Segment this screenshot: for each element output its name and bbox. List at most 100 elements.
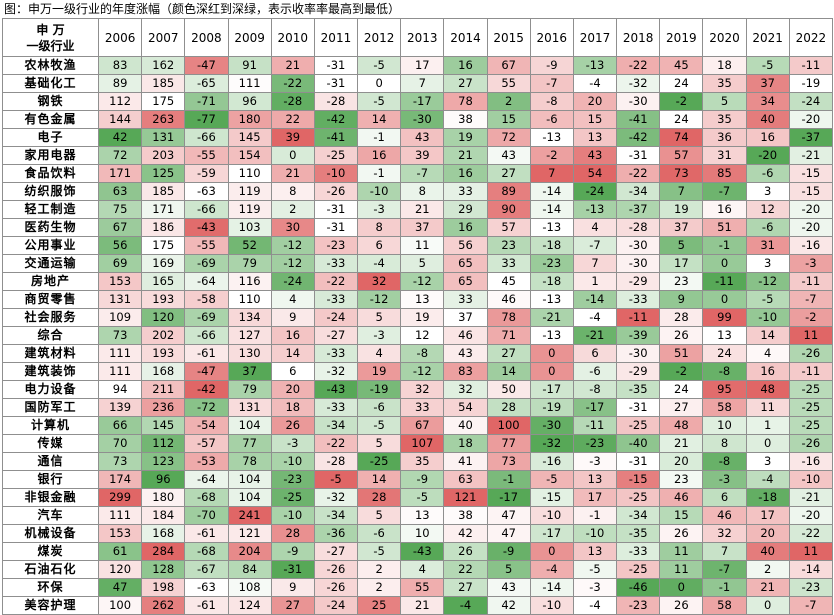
value-cell: 11 [659, 560, 704, 579]
value-cell: 51 [702, 218, 747, 237]
value-cell: 139 [97, 398, 143, 417]
value-cell: -6 [529, 110, 574, 129]
value-cell: -5 [529, 470, 574, 489]
value-cell: 6 [702, 488, 747, 507]
value-cell: 131 [97, 290, 143, 309]
value-cell: 6 [572, 344, 618, 363]
value-cell: 24 [702, 344, 747, 363]
value-cell: -30 [400, 110, 445, 129]
value-cell: 3 [745, 182, 790, 201]
value-cell: 27 [486, 164, 531, 183]
value-cell: -22 [616, 56, 661, 75]
value-cell: -10 [529, 596, 574, 615]
value-cell: -2 [529, 146, 574, 165]
value-cell: -5 [745, 56, 790, 75]
value-cell: 5 [357, 434, 402, 453]
value-cell: 13 [572, 128, 618, 147]
industry-name: 计算机 [2, 416, 99, 435]
value-cell: 35 [702, 110, 747, 129]
year-header-2018: 2018 [616, 18, 661, 57]
table-row: 计算机 66 145 -54 104 26 -34 -5 67 40 100 -30 -11 -25 48 1… [2, 416, 833, 435]
value-cell: 263 [141, 110, 186, 129]
value-cell: 56 [97, 236, 143, 255]
value-cell: -12 [745, 272, 790, 291]
industry-name: 公用事业 [2, 236, 99, 255]
year-header-2022: 2022 [788, 18, 833, 57]
value-cell: 36 [702, 128, 747, 147]
value-cell: 9 [270, 308, 315, 327]
value-cell: 26 [659, 524, 704, 543]
value-cell: 11 [659, 542, 704, 561]
value-cell: 2 [486, 92, 531, 111]
year-header-2006: 2006 [97, 18, 143, 57]
value-cell: -25 [616, 560, 661, 579]
value-cell: 31 [745, 236, 790, 255]
table-row: 机械设备 153 168 -61 121 28 -36 -6 10 42 47 -17 -10 -35 26… [2, 524, 833, 543]
value-cell: 63 [97, 182, 143, 201]
value-cell: 45 [659, 56, 704, 75]
value-cell: -13 [529, 290, 574, 309]
value-cell: -4 [745, 470, 790, 489]
value-cell: -11 [572, 416, 618, 435]
value-cell: -24 [313, 596, 359, 615]
header-row: 申 万一级行业 2006 2007 2008 2009 2010 2011 2012 2013… [2, 18, 833, 57]
value-cell: 85 [702, 164, 747, 183]
value-cell: -22 [788, 524, 833, 543]
value-cell: -25 [357, 452, 402, 471]
value-cell: -10 [745, 308, 790, 327]
value-cell: 16 [443, 56, 488, 75]
value-cell: 121 [443, 488, 488, 507]
value-cell: -8 [529, 92, 574, 111]
value-cell: -31 [616, 398, 661, 417]
value-cell: 57 [659, 146, 704, 165]
value-cell: -53 [184, 452, 229, 471]
industry-name: 纺织服饰 [2, 182, 99, 201]
industry-name: 煤炭 [2, 542, 99, 561]
value-cell: 175 [141, 236, 186, 255]
value-cell: 34 [745, 92, 790, 111]
table-row: 房地产 153 165 -64 116 -24 -22 32 -12 65 45 -18 1 -29 23-… [2, 272, 833, 291]
value-cell: -1 [486, 470, 531, 489]
value-cell: 79 [227, 254, 272, 273]
value-cell: -4 [529, 560, 574, 579]
table-row: 轻工制造 75 171 -66 119 2 -31 -3 21 29 90 -14 -13 -37 19 16… [2, 200, 833, 219]
value-cell: 22 [443, 560, 488, 579]
value-cell: -71 [184, 92, 229, 111]
value-cell: 5 [659, 236, 704, 255]
value-cell: 24 [659, 380, 704, 399]
value-cell: 119 [227, 182, 272, 201]
industry-name: 非银金融 [2, 488, 99, 507]
value-cell: 6 [270, 362, 315, 381]
value-cell: 14 [486, 362, 531, 381]
value-cell: 103 [227, 218, 272, 237]
value-cell: -15 [788, 182, 833, 201]
value-cell: 10 [400, 524, 445, 543]
value-cell: -41 [313, 128, 359, 147]
value-cell: -4 [443, 596, 488, 615]
value-cell: -12 [270, 254, 315, 273]
value-cell: 94 [97, 380, 143, 399]
value-cell: -26 [313, 182, 359, 201]
value-cell: 89 [97, 74, 143, 93]
value-cell: 130 [227, 344, 272, 363]
value-cell: 11 [745, 398, 790, 417]
value-cell: 37 [400, 218, 445, 237]
value-cell: -61 [184, 596, 229, 615]
value-cell: -64 [184, 272, 229, 291]
value-cell: -14 [572, 290, 618, 309]
value-cell: 0 [702, 254, 747, 273]
year-header-2011: 2011 [313, 18, 359, 57]
table-row: 汽车 111 184 -70 241 -10 -34 5 13 38 47 -10 -1 -34 15 46 1… [2, 506, 833, 525]
year-header-2017: 2017 [572, 18, 618, 57]
industry-name: 石油石化 [2, 560, 99, 579]
value-cell: -30 [616, 344, 661, 363]
value-cell: 171 [141, 200, 186, 219]
value-cell: 19 [357, 362, 402, 381]
value-cell: -4 [572, 74, 618, 93]
value-cell: -39 [616, 326, 661, 345]
value-cell: 112 [97, 92, 143, 111]
value-cell: -25 [313, 146, 359, 165]
value-cell: 4 [572, 218, 618, 237]
value-cell: 27 [659, 398, 704, 417]
table-row: 公用事业 56 175 -55 52 -12 -23 6 11 56 23 -18 -7 -30 5 -1 31… [2, 236, 833, 255]
